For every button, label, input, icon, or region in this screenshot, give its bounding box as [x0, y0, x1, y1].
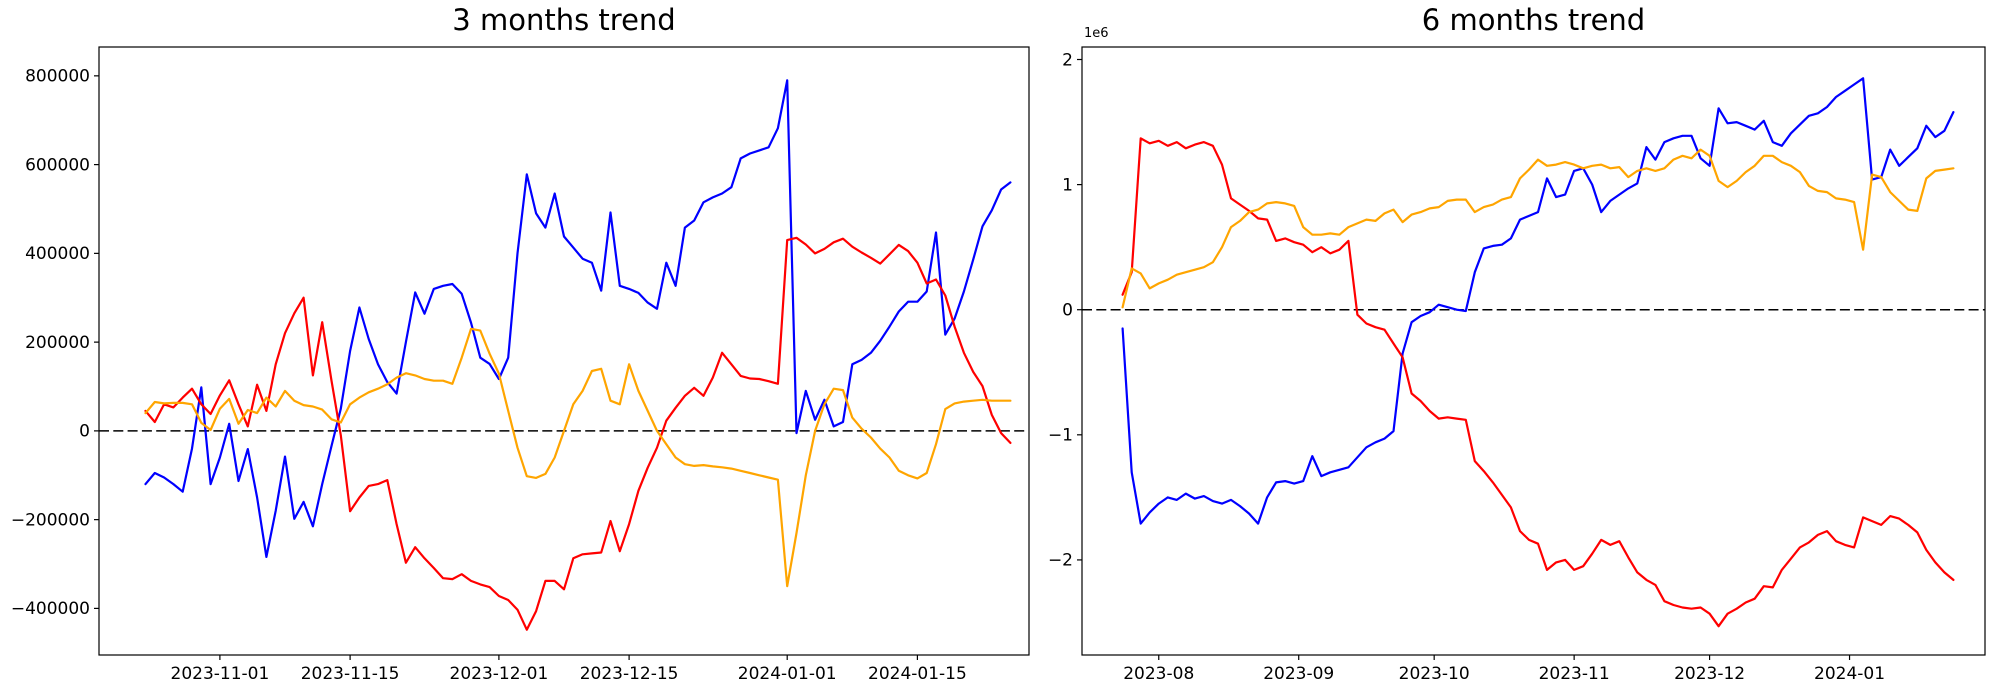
- y-tick-label: 2: [1062, 50, 1073, 70]
- x-tick-label: 2024-01-15: [868, 664, 967, 684]
- series-line-red: [1121, 137, 1955, 628]
- x-tick-label: 2023-12-01: [450, 664, 549, 684]
- x-tick-label: 2023-11-15: [301, 664, 400, 684]
- x-tick-label: 2024-01: [1814, 664, 1885, 684]
- y-tick-label: 1: [1062, 175, 1073, 195]
- x-tick-label: 2023-10: [1399, 664, 1470, 684]
- right-chart-title: 6 months trend: [1421, 3, 1646, 37]
- y-tick-label: 400000: [25, 244, 90, 264]
- axes-frame: [1081, 46, 1986, 656]
- x-tick-label: 2023-11-01: [171, 664, 270, 684]
- series-line-blue: [144, 79, 1012, 559]
- y-tick-label: 800000: [25, 67, 90, 87]
- series-line-orange: [1121, 148, 1955, 309]
- y-tick-label: −1: [1048, 426, 1073, 446]
- y-tick-label: 0: [79, 422, 90, 442]
- x-tick-label: 2023-09: [1263, 664, 1334, 684]
- y-tick-label: 0: [1062, 300, 1073, 320]
- left-chart-title: 3 months trend: [452, 3, 676, 37]
- y-tick-label: 200000: [25, 333, 90, 353]
- axes-frame: [98, 46, 1030, 656]
- y-tick-label: 600000: [25, 155, 90, 175]
- x-tick-label: 2023-08: [1123, 664, 1194, 684]
- y-tick-label: −400000: [11, 599, 90, 619]
- y-tick-label: −2: [1048, 551, 1073, 571]
- x-tick-label: 2023-12-15: [580, 664, 679, 684]
- series-line-blue: [1121, 77, 1955, 525]
- y-tick-label: −200000: [11, 510, 90, 530]
- series-line-orange: [144, 327, 1012, 588]
- y-axis-offset-label: 1e6: [1084, 26, 1109, 41]
- series-line-red: [144, 236, 1012, 631]
- x-tick-label: 2023-12: [1674, 664, 1745, 684]
- x-tick-label: 2023-11: [1539, 664, 1610, 684]
- x-tick-label: 2024-01-01: [738, 664, 837, 684]
